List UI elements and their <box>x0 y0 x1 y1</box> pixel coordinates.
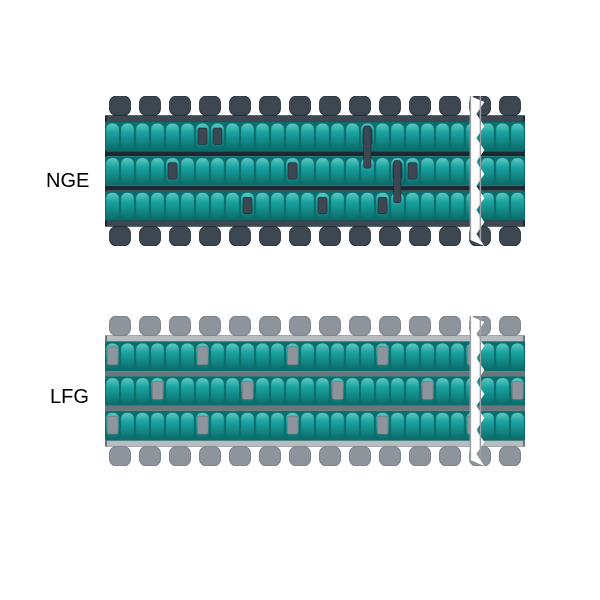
belt-nge-graphic <box>105 96 525 246</box>
belt-label-nge: NGE <box>46 170 89 193</box>
belt-lfg-graphic <box>105 316 525 466</box>
diagram-stage: NGE LFG <box>0 0 600 600</box>
belt-label-lfg: LFG <box>50 386 89 409</box>
